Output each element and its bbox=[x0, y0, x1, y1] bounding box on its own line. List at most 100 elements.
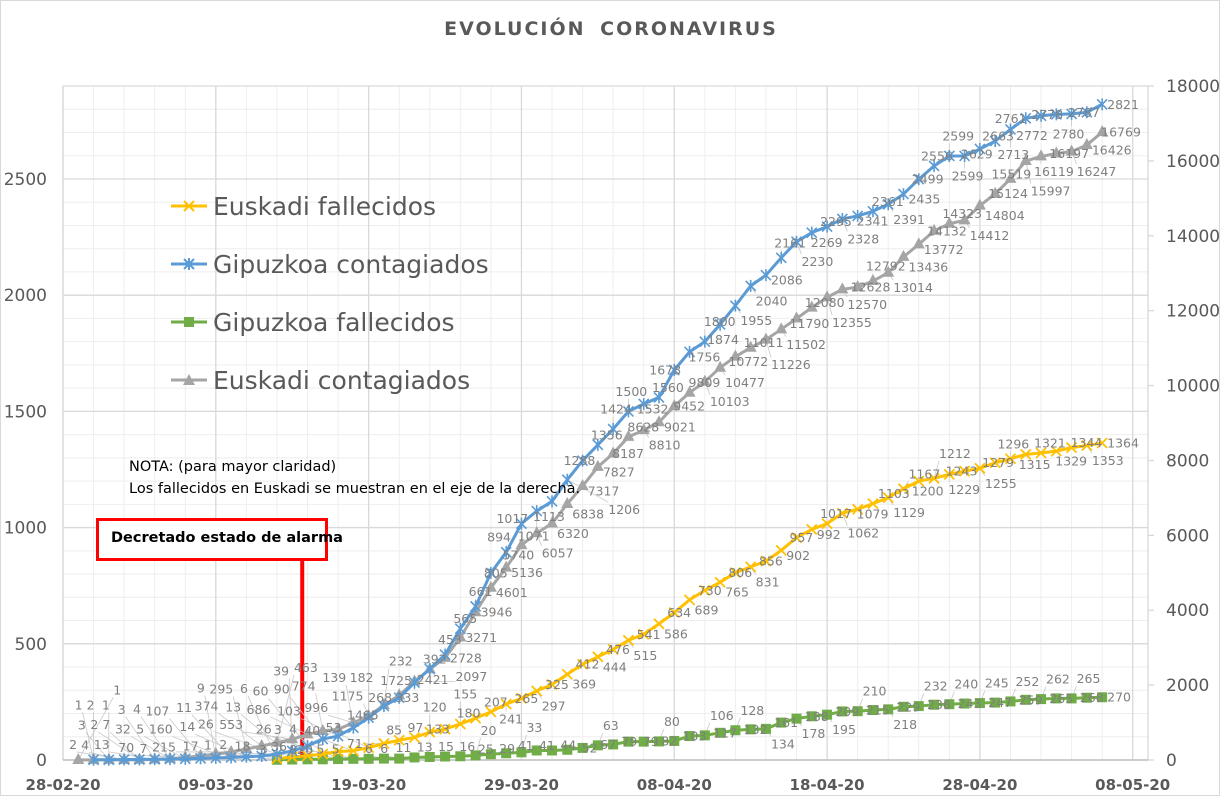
data-point bbox=[530, 526, 543, 538]
data-label: 103 bbox=[683, 729, 707, 744]
data-label: 11226 bbox=[771, 357, 811, 372]
data-label: 476 bbox=[606, 642, 630, 657]
data-point bbox=[928, 223, 941, 235]
data-label: 13 bbox=[417, 739, 433, 754]
data-point bbox=[790, 235, 803, 248]
data-point bbox=[714, 576, 726, 588]
data-point bbox=[408, 676, 421, 689]
data-label: 155 bbox=[453, 686, 477, 701]
data-label: 1071 bbox=[518, 529, 550, 544]
data-point bbox=[363, 711, 375, 724]
data-point bbox=[822, 709, 833, 720]
data-point bbox=[332, 730, 344, 743]
data-label: 9809 bbox=[689, 375, 721, 390]
data-point bbox=[1020, 694, 1031, 705]
data-label: 1465 bbox=[347, 708, 379, 723]
data-point bbox=[866, 274, 879, 286]
data-point bbox=[776, 717, 787, 728]
data-label: 241 bbox=[499, 711, 523, 726]
data-label: 12355 bbox=[832, 315, 872, 330]
data-label: 412 bbox=[576, 657, 600, 672]
data-point bbox=[255, 738, 268, 750]
data-point bbox=[973, 198, 986, 210]
data-point bbox=[271, 747, 283, 760]
data-point bbox=[744, 340, 757, 352]
data-point bbox=[867, 498, 879, 510]
data-label: 9 bbox=[197, 680, 205, 695]
data-point bbox=[897, 188, 910, 201]
data-label: 295 bbox=[209, 681, 233, 696]
data-label: 270 bbox=[1107, 690, 1131, 705]
note-annotation: NOTA: (para mayor claridad) Los fallecid… bbox=[129, 456, 580, 500]
data-point bbox=[378, 700, 390, 713]
data-label: 36 bbox=[271, 739, 287, 754]
data-point bbox=[683, 594, 696, 606]
data-label: 188 bbox=[805, 709, 829, 724]
note-line-2: Los fallecidos en Euskadi se muestran en… bbox=[129, 481, 581, 497]
data-label: 1364 bbox=[1107, 435, 1139, 450]
data-label: 6320 bbox=[557, 526, 589, 541]
data-label: 5 bbox=[332, 741, 340, 756]
data-point bbox=[638, 628, 650, 640]
y-left-tick-label: 0 bbox=[36, 751, 47, 771]
data-label: 160 bbox=[149, 722, 173, 737]
data-label: 730 bbox=[698, 583, 722, 598]
x-marker-icon bbox=[171, 200, 207, 212]
data-label: 515 bbox=[633, 648, 657, 663]
data-point bbox=[836, 282, 849, 294]
data-label: 1315 bbox=[1019, 457, 1051, 472]
data-label: 2629 bbox=[961, 146, 993, 161]
data-point bbox=[561, 496, 574, 508]
data-label: 3 bbox=[118, 702, 126, 717]
data-label: 1353 bbox=[1092, 453, 1124, 468]
data-point bbox=[760, 555, 772, 567]
data-point bbox=[1036, 694, 1047, 705]
data-label: 1279 bbox=[982, 455, 1014, 470]
data-label: 902 bbox=[786, 548, 810, 563]
label-leader-line bbox=[315, 693, 324, 732]
data-label: 2040 bbox=[756, 293, 788, 308]
data-point bbox=[837, 706, 848, 717]
data-label: 60 bbox=[253, 684, 269, 699]
data-label: 3 bbox=[274, 722, 282, 737]
legend-item-gipuzkoa-fallecidos: Gipuzkoa fallecidos bbox=[169, 293, 489, 351]
data-label: 661 bbox=[469, 584, 493, 599]
data-label: 541 bbox=[637, 627, 661, 642]
data-label: 2 bbox=[69, 737, 77, 752]
data-point bbox=[286, 732, 299, 744]
data-label: 107 bbox=[146, 703, 170, 718]
data-point bbox=[87, 753, 100, 766]
label-leader-line bbox=[218, 713, 262, 747]
data-label: 134 bbox=[771, 736, 795, 751]
label-leader-line bbox=[77, 697, 114, 761]
data-point bbox=[592, 740, 603, 751]
data-point bbox=[546, 516, 559, 528]
legend-item-gipuzkoa-contagiados: Gipuzkoa contagiados bbox=[169, 235, 489, 293]
label-leader-line bbox=[172, 736, 216, 755]
data-label: 689 bbox=[695, 602, 719, 617]
series-gipuzkoa-contagiados bbox=[87, 98, 1108, 766]
data-point bbox=[332, 745, 344, 758]
data-point bbox=[974, 462, 986, 474]
data-point bbox=[668, 607, 680, 619]
data-label: 553 bbox=[219, 717, 243, 732]
data-label: 7317 bbox=[588, 484, 620, 499]
data-point bbox=[394, 753, 405, 764]
x-tick-label: 19-03-20 bbox=[331, 776, 406, 794]
data-point bbox=[791, 713, 802, 724]
data-label: 6 bbox=[380, 741, 388, 756]
data-point bbox=[867, 205, 879, 218]
data-label: 3271 bbox=[465, 630, 497, 645]
data-point bbox=[913, 475, 925, 487]
data-point bbox=[515, 538, 528, 550]
data-label: 26 bbox=[198, 716, 214, 731]
data-point bbox=[989, 135, 1001, 148]
data-label: 369 bbox=[572, 677, 596, 692]
data-label: 90 bbox=[274, 682, 290, 697]
x-tick-label: 28-04-20 bbox=[942, 776, 1017, 794]
data-label: 14804 bbox=[985, 208, 1025, 223]
data-label: 7 bbox=[102, 717, 110, 732]
data-label: 15124 bbox=[988, 186, 1028, 201]
data-point bbox=[1035, 447, 1047, 459]
data-point bbox=[959, 149, 971, 162]
